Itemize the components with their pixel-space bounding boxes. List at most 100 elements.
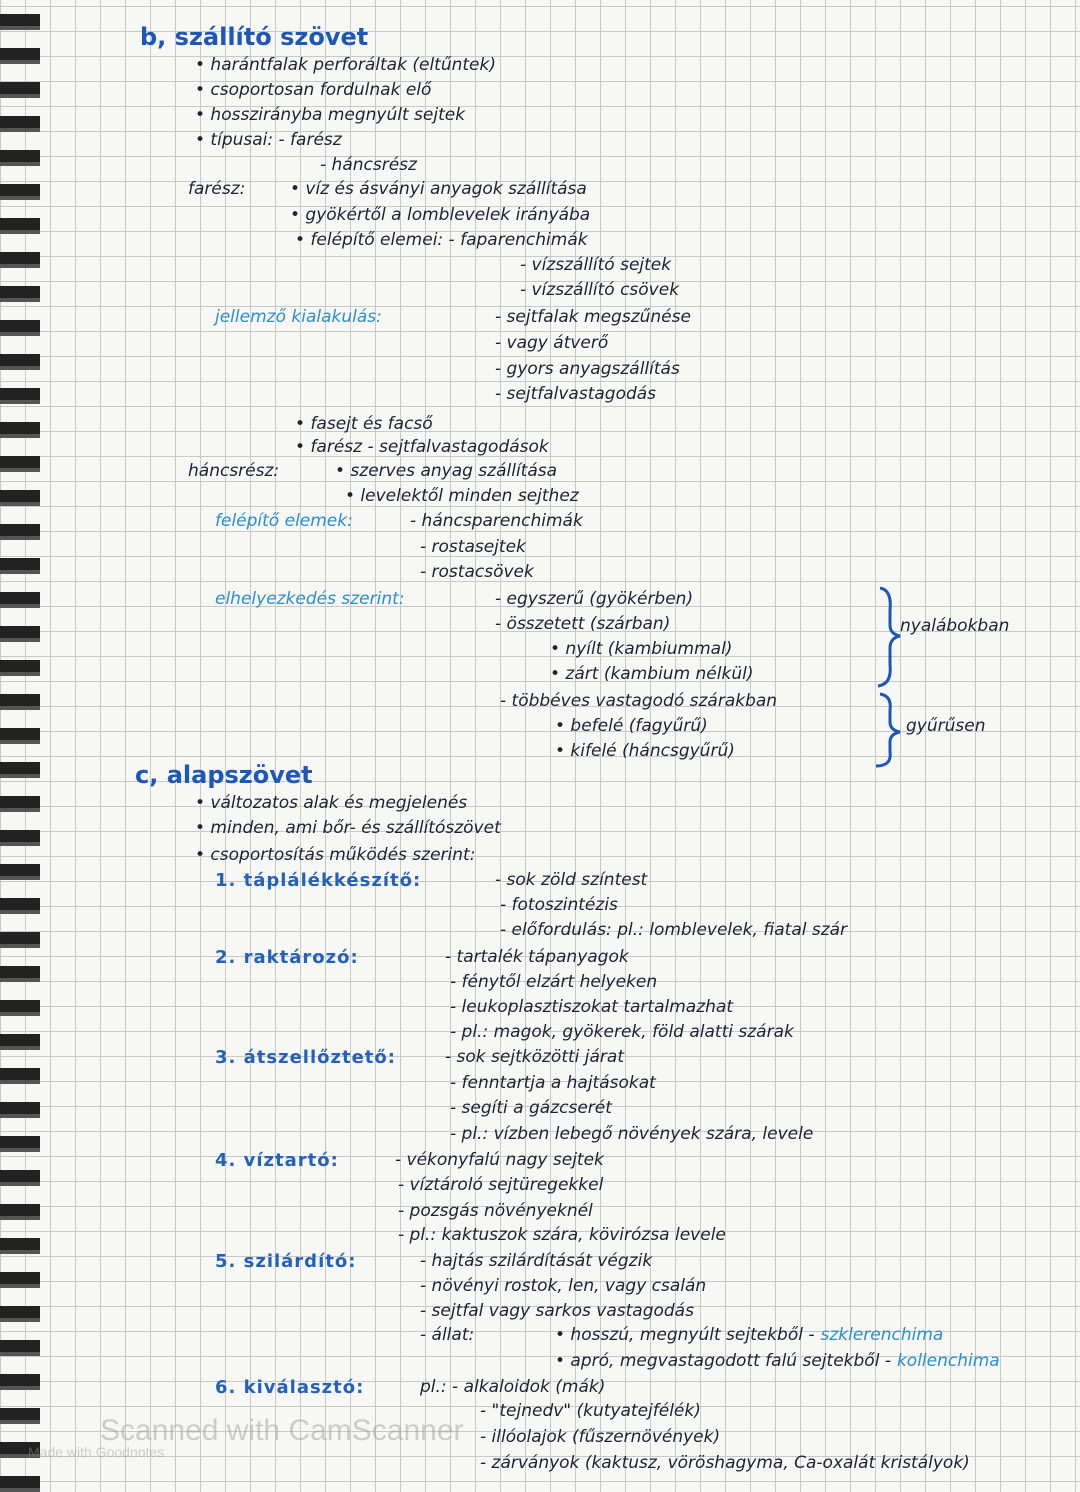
note-text: • zárt (kambium nélkül): [550, 664, 754, 684]
note-line: • minden, ami bőr- és szállítószövet: [195, 818, 501, 838]
note-line: - vízszállító csövek: [520, 280, 679, 300]
note-line: - víztároló sejtüregekkel: [398, 1175, 603, 1195]
note-line: - sok zöld színtest: [495, 870, 647, 890]
note-text: - növényi rostok, len, vagy csalán: [420, 1276, 707, 1296]
note-line: • apró, megvastagodott falú sejtekből -k…: [555, 1351, 1000, 1371]
label: 4. víztartó:: [215, 1150, 339, 1171]
note-line: • befelé (fagyűrű): [555, 716, 708, 736]
watermark: Scanned with CamScanner: [100, 1414, 464, 1447]
note-line: - háncsparenchimák: [410, 511, 583, 531]
note-line: - pozsgás növényeknél: [398, 1201, 593, 1221]
note-text: - illóolajok (fűszernövények): [480, 1427, 721, 1447]
note-text: - háncsrész: [320, 155, 417, 175]
note-line: • harántfalak perforáltak (eltűntek): [195, 55, 496, 75]
note-line: - sejtfalvastagodás: [495, 384, 656, 404]
note-text: - sejtfalak megszűnése: [495, 307, 691, 327]
note-text: • nyílt (kambiummal): [550, 639, 733, 659]
note-line: - hajtás szilárdítását végzik: [420, 1251, 652, 1271]
note-line: - sok sejtközötti járat: [445, 1047, 624, 1067]
note-line: • farész - sejtfalvastagodások: [295, 437, 549, 457]
note-line: - pl.: kaktuszok szára, kövirózsa levele: [398, 1225, 726, 1245]
heading: c, alapszövet: [135, 761, 313, 789]
note-line: • levelektől minden sejthez: [345, 486, 579, 506]
note-line: - rostasejtek: [420, 537, 526, 557]
note-text: • levelektől minden sejthez: [345, 486, 579, 506]
note-line: • csoportosítás működés szerint:: [195, 845, 475, 865]
side-note: gyűrűsen: [906, 716, 986, 736]
note-line: - sejtfal vagy sarkos vastagodás: [420, 1301, 694, 1321]
note-line: - zárványok (kaktusz, vöröshagyma, Ca-ox…: [480, 1453, 970, 1473]
note-line: • gyökértől a lomblevelek irányába: [290, 205, 590, 225]
note-text: • fasejt és facső: [295, 414, 433, 434]
note-text: - hajtás szilárdítását végzik: [420, 1251, 653, 1271]
note-line: - illóolajok (fűszernövények): [480, 1427, 720, 1447]
note-line: • víz és ásványi anyagok szállítása: [290, 179, 587, 199]
note-line: • típusai: - farész: [195, 130, 342, 150]
note-text: • befelé (fagyűrű): [555, 716, 708, 736]
note-text: • szerves anyag szállítása: [335, 461, 558, 481]
note-text: - leukoplasztiszokat tartalmazhat: [450, 997, 733, 1017]
note-text: • harántfalak perforáltak (eltűntek): [195, 55, 496, 75]
label: felépítő elemek:: [215, 511, 353, 531]
note-line: - segíti a gázcserét: [450, 1098, 612, 1118]
note-line: - rostacsövek: [420, 562, 534, 582]
note-line: • változatos alak és megjelenés: [195, 793, 467, 813]
note-text: - pozsgás növényeknél: [398, 1201, 593, 1221]
note-text: - vagy átverő: [495, 333, 609, 353]
note-text: - segíti a gázcserét: [450, 1098, 612, 1118]
note-line: - leukoplasztiszokat tartalmazhat: [450, 997, 733, 1017]
note-line: - összetett (szárban): [495, 614, 670, 634]
note-line: pl.: - alkaloidok (mák): [420, 1377, 605, 1397]
brace: [877, 586, 901, 688]
note-line: - előfordulás: pl.: lomblevelek, fiatal …: [500, 920, 847, 940]
note-text: - egyszerű (gyökérben): [495, 589, 694, 609]
note-line: - fenntartja a hajtásokat: [450, 1073, 656, 1093]
label: 5. szilárdító:: [215, 1251, 357, 1272]
label: farész:: [188, 179, 246, 199]
note-text: • változatos alak és megjelenés: [195, 793, 468, 813]
note-text: - sejtfalvastagodás: [495, 384, 657, 404]
note-text: • csoportosítás működés szerint:: [195, 845, 476, 865]
note-text: - "tejnedv" (kutyatejfélék): [480, 1401, 701, 1421]
note-line: - sejtfalak megszűnése: [495, 307, 691, 327]
note-line: - egyszerű (gyökérben): [495, 589, 693, 609]
note-text: • gyökértől a lomblevelek irányába: [290, 205, 591, 225]
note-line: • csoportosan fordulnak elő: [195, 80, 431, 100]
label: - állat:: [420, 1325, 475, 1345]
note-line: - vékonyfalú nagy sejtek: [395, 1150, 604, 1170]
note-line: • nyílt (kambiummal): [550, 639, 732, 659]
note-text: - vékonyfalú nagy sejtek: [395, 1150, 604, 1170]
spiral-binding: [0, 0, 40, 1492]
note-text: - sok zöld színtest: [495, 870, 648, 890]
note-line: - pl.: vízben lebegő növények szára, lev…: [450, 1124, 813, 1144]
note-text: • apró, megvastagodott falú sejtekből -: [555, 1351, 891, 1371]
note-text: - tartalék tápanyagok: [445, 947, 629, 967]
label: 2. raktározó:: [215, 947, 359, 968]
note-line: - fotoszintézis: [500, 895, 618, 915]
note-text: - vízszállító csövek: [520, 280, 680, 300]
side-note: nyalábokban: [900, 616, 1010, 636]
note-line: • hosszú, megnyúlt sejtekből - szklerench…: [555, 1325, 943, 1345]
term: kollenchima: [896, 1351, 1000, 1371]
label: jellemző kialakulás:: [215, 307, 382, 327]
term: szklerenchima: [820, 1325, 944, 1345]
note-text: • víz és ásványi anyagok szállítása: [290, 179, 587, 199]
note-text: - pl.: kaktuszok szára, kövirózsa levele: [398, 1225, 726, 1245]
note-line: - többéves vastagodó szárakban: [500, 691, 777, 711]
label: háncsrész:: [188, 461, 280, 481]
note-text: - előfordulás: pl.: lomblevelek, fiatal …: [500, 920, 848, 940]
note-line: - fénytől elzárt helyeken: [450, 972, 657, 992]
note-text: - zárványok (kaktusz, vöröshagyma, Ca-ox…: [480, 1453, 970, 1473]
note-line: • fasejt és facső: [295, 414, 433, 434]
note-text: - fénytől elzárt helyeken: [450, 972, 658, 992]
heading: b, szállító szövet: [140, 23, 369, 51]
note-line: - tartalék tápanyagok: [445, 947, 629, 967]
note-text: - háncsparenchimák: [410, 511, 583, 531]
label: 6. kiválasztó:: [215, 1377, 365, 1398]
note-text: • csoportosan fordulnak elő: [195, 80, 432, 100]
note-text: - gyors anyagszállítás: [495, 359, 680, 379]
note-text: pl.: - alkaloidok (mák): [420, 1377, 606, 1397]
note-line: • zárt (kambium nélkül): [550, 664, 753, 684]
